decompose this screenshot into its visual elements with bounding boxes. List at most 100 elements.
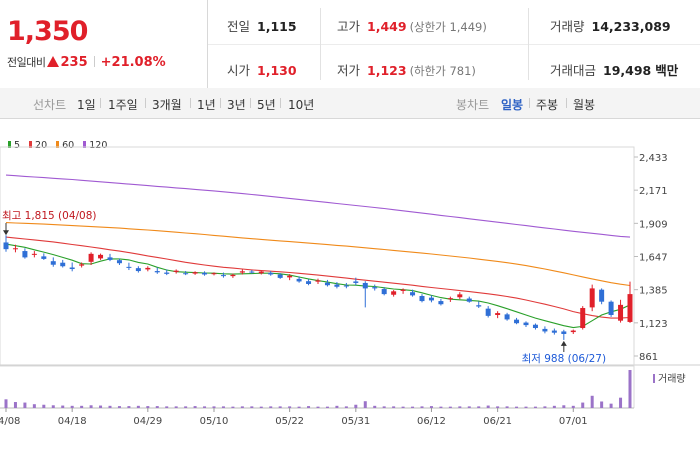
volume-bar	[174, 406, 178, 408]
candle-body	[60, 262, 66, 267]
volume-bar	[288, 406, 292, 408]
candle	[192, 271, 198, 275]
stat-value: 1,115	[257, 19, 297, 34]
volume-bar	[231, 406, 235, 408]
candle	[315, 278, 321, 284]
divider	[190, 98, 191, 108]
legend-swatch	[83, 141, 87, 148]
candle	[88, 252, 94, 265]
candle-body	[353, 281, 359, 283]
candle-body	[362, 282, 368, 289]
period-1y[interactable]: 1년	[197, 98, 216, 112]
volume-bar	[619, 397, 623, 408]
stat-label: 시가	[227, 63, 251, 78]
stat-prev-close: 전일 1,115	[227, 16, 297, 35]
volume-bar	[278, 406, 282, 408]
volume-bar	[467, 406, 471, 408]
quote-header: 1,350 전일대비 235 +21.08% 전일 1,115 시가 1,130 고가 1…	[0, 0, 700, 89]
y-tick-label: 1,909	[639, 219, 668, 230]
current-price: 1,350	[7, 16, 88, 47]
volume-bar	[250, 406, 254, 408]
price-box: 1,350 전일대비 235 +21.08%	[0, 0, 208, 88]
candle-body	[306, 281, 312, 284]
candle	[12, 244, 18, 253]
candle-body	[135, 268, 141, 272]
candle-body	[608, 301, 614, 315]
period-3m[interactable]: 3개월	[152, 98, 182, 112]
x-tick-label: 06/12	[417, 416, 446, 427]
up-triangle-icon	[47, 56, 60, 67]
period-5y[interactable]: 5년	[257, 98, 276, 112]
candle	[79, 262, 85, 268]
candle	[410, 289, 416, 297]
stat-label: 저가	[337, 63, 361, 78]
candle-body	[551, 330, 557, 333]
candle-body	[485, 308, 491, 316]
candle-body	[514, 319, 520, 324]
divider	[250, 98, 251, 108]
candle-body	[126, 266, 132, 268]
candle-body	[249, 271, 255, 273]
stat-label: 전일	[227, 19, 251, 34]
candle	[334, 282, 340, 289]
x-tick-label: 05/10	[200, 416, 229, 427]
legend-label: 20	[35, 140, 48, 151]
candle-body	[391, 291, 397, 295]
volume-bar	[628, 370, 632, 408]
period-10y[interactable]: 10년	[288, 98, 315, 112]
candle	[381, 287, 387, 296]
candle-body	[570, 330, 576, 333]
candle-body	[324, 282, 330, 286]
candle	[41, 253, 47, 260]
candle-body	[79, 264, 85, 266]
stat-high: 고가 1,449 (상한가 1,449)	[337, 16, 487, 35]
candle-body	[627, 294, 633, 322]
volume-bar	[458, 406, 462, 408]
candle	[589, 284, 595, 312]
candle	[277, 273, 283, 279]
candle	[391, 290, 397, 297]
candle-body	[116, 260, 122, 264]
candle-daily[interactable]: 일봉	[501, 98, 524, 112]
volume-bar	[99, 405, 103, 408]
candle	[428, 295, 434, 303]
period-1d[interactable]: 1일	[77, 98, 96, 112]
candle	[551, 328, 557, 335]
volume-bar	[373, 405, 377, 408]
ma20-line	[5, 236, 631, 319]
period-3y[interactable]: 3년	[227, 98, 246, 112]
candle-body	[334, 284, 340, 287]
candle-body	[457, 294, 463, 298]
volume-bar	[203, 406, 207, 408]
candle-weekly[interactable]: 주봉	[536, 98, 559, 112]
volume-bar	[439, 406, 443, 408]
candle	[542, 326, 548, 334]
candle	[98, 253, 104, 260]
volume-bar	[392, 406, 396, 408]
candle	[202, 271, 208, 276]
candle-body	[343, 285, 349, 287]
candle	[220, 272, 226, 278]
divider	[100, 98, 101, 108]
candle	[107, 253, 113, 262]
candle	[599, 288, 605, 305]
volume-bar	[543, 406, 547, 408]
candle	[485, 306, 491, 318]
x-tick-label: 05/22	[275, 416, 304, 427]
volume-bar	[155, 406, 159, 408]
candle-body	[12, 248, 18, 250]
ma-legend: 5 20 60 120	[8, 140, 116, 151]
candle-body	[50, 261, 56, 265]
x-tick-label: 05/31	[341, 416, 370, 427]
candle-monthly[interactable]: 월봉	[573, 98, 596, 112]
legend-label: 5	[14, 140, 21, 151]
candle	[145, 266, 151, 272]
volume-label: 거래량	[658, 373, 686, 385]
candle	[362, 281, 368, 308]
volume-bar	[496, 406, 500, 408]
candle-body	[561, 331, 567, 334]
period-1w[interactable]: 1주일	[108, 98, 138, 112]
candle	[514, 317, 520, 325]
candle-body	[523, 322, 529, 326]
